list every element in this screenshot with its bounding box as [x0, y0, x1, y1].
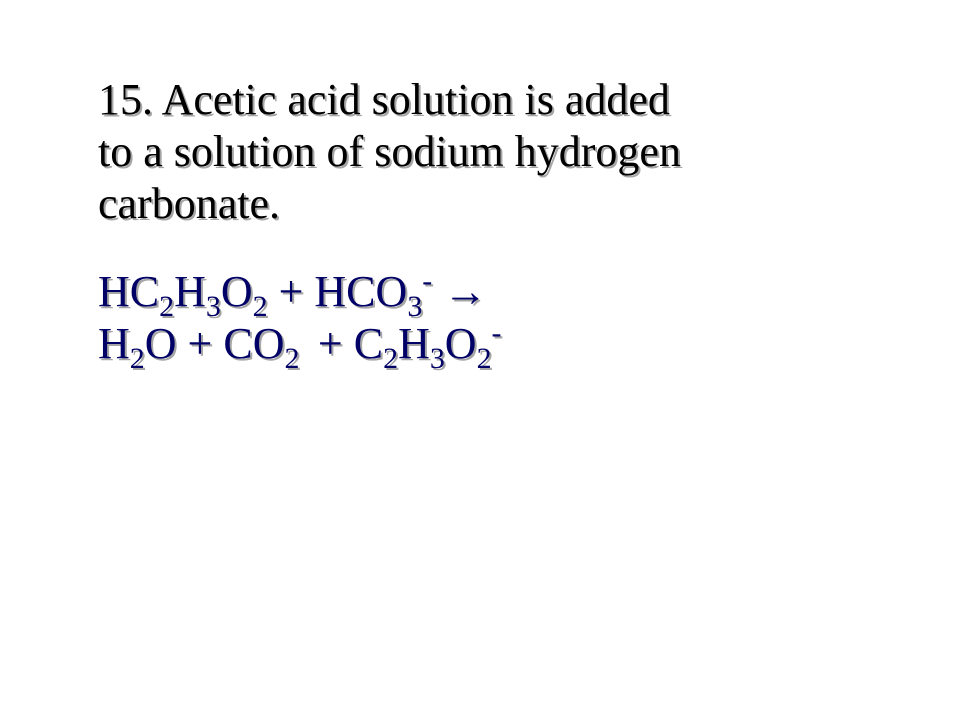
chemical-equation: HC2H3O2 + HCO3- → H2O + CO2 + C2H3O2- [98, 266, 878, 370]
product-2: CO2 [223, 319, 307, 368]
slide: 15. Acetic acid solution is added to a s… [0, 0, 960, 720]
question-text: 15. Acetic acid solution is added to a s… [98, 74, 878, 230]
reaction-arrow: → [432, 267, 487, 316]
plus-1: + [268, 267, 315, 316]
product-3: C2H3O2- [354, 319, 502, 368]
product-1: H2O [98, 319, 177, 368]
question-line-2: to a solution of sodium hydrogen [98, 127, 681, 176]
reactant-1: HC2H3O2 [98, 267, 268, 316]
plus-2: + [177, 319, 224, 368]
plus-3: + [307, 319, 354, 368]
question-line-1: 15. Acetic acid solution is added [98, 75, 670, 124]
question-line-3: carbonate. [98, 179, 280, 228]
slide-content: 15. Acetic acid solution is added to a s… [98, 74, 878, 370]
reactant-2: HCO3- [314, 267, 432, 316]
